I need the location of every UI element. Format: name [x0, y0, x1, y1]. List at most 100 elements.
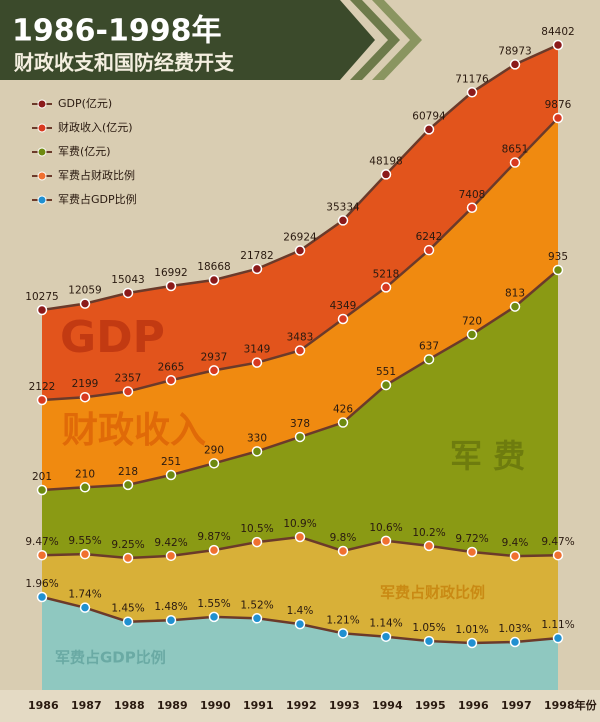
point	[509, 550, 521, 562]
value-label: 7408	[459, 189, 486, 201]
point	[122, 479, 134, 491]
value-label: 1.96%	[25, 578, 58, 590]
value-label: 251	[161, 456, 181, 468]
value-label: 1.74%	[68, 589, 101, 601]
value-label: 1.14%	[369, 618, 402, 630]
title-banner	[0, 0, 375, 80]
value-label: 290	[204, 444, 224, 456]
point	[552, 632, 564, 644]
point	[208, 365, 220, 376]
point	[79, 548, 91, 560]
x-tick-label: 1991	[243, 699, 274, 712]
point	[165, 375, 177, 386]
point	[122, 616, 134, 627]
point	[165, 614, 177, 626]
point	[423, 244, 435, 256]
point	[36, 394, 48, 406]
area-label: 军费占GDP比例	[55, 649, 166, 667]
value-label: 210	[75, 468, 95, 480]
value-label: 60794	[412, 110, 446, 122]
point	[294, 531, 306, 543]
x-tick-label: 1990	[200, 699, 231, 712]
point	[466, 637, 478, 649]
x-tick-label: 1986	[28, 699, 59, 712]
value-label: 6242	[416, 231, 443, 243]
value-label: 10.9%	[283, 518, 316, 530]
point	[466, 202, 478, 214]
point	[79, 391, 91, 403]
point	[380, 379, 392, 391]
x-tick-label: 1993	[329, 699, 360, 712]
areas	[42, 45, 558, 690]
point	[36, 304, 48, 316]
point	[208, 611, 220, 623]
point	[165, 280, 177, 292]
value-label: 9.25%	[111, 539, 144, 551]
value-label: 2199	[72, 378, 99, 390]
point	[79, 602, 91, 613]
point	[337, 545, 349, 557]
point	[337, 313, 349, 325]
value-label: 720	[462, 315, 482, 327]
legend-label: 军费(亿元)	[58, 145, 111, 158]
x-tick-label: 1994	[372, 699, 403, 712]
value-label: 813	[505, 288, 525, 300]
value-label: 2665	[158, 361, 185, 373]
value-label: 9876	[545, 99, 572, 111]
value-label: 16992	[154, 267, 187, 279]
value-label: 9.42%	[154, 537, 187, 549]
value-label: 4349	[330, 300, 357, 312]
point	[208, 544, 220, 556]
point	[423, 635, 435, 647]
value-label: 18668	[197, 261, 230, 273]
value-label: 1.03%	[498, 623, 531, 635]
value-label: 35334	[326, 201, 360, 213]
x-tick-label: 1987	[71, 699, 102, 712]
value-label: 426	[333, 404, 353, 416]
point	[294, 345, 306, 356]
value-label: 201	[32, 471, 52, 483]
x-tick-label: 1988	[114, 699, 145, 712]
area-label: GDP	[60, 312, 165, 363]
banner-arrow	[372, 0, 422, 80]
legend-label: 军费占财政比例	[58, 168, 135, 182]
value-label: 1.45%	[111, 603, 144, 615]
value-label: 15043	[111, 274, 144, 286]
area-label: 军 费	[450, 437, 525, 475]
point	[165, 550, 177, 562]
axis-strip	[0, 690, 600, 722]
point	[509, 157, 521, 168]
value-label: 26924	[283, 231, 317, 243]
point	[251, 613, 263, 624]
legend-marker	[37, 99, 47, 109]
value-label: 12059	[68, 285, 101, 297]
point	[552, 549, 564, 561]
point	[36, 549, 48, 561]
x-tick-label: 1989	[157, 699, 188, 712]
value-label: 9.72%	[455, 533, 488, 545]
point	[251, 446, 263, 457]
value-label: 1.11%	[541, 619, 574, 631]
value-label: 10.2%	[412, 527, 445, 539]
legend-marker	[37, 123, 47, 133]
legend-label: 军费占GDP比例	[58, 192, 137, 206]
value-label: 637	[419, 340, 439, 352]
value-label: 78973	[498, 45, 531, 57]
value-label: 9.87%	[197, 531, 230, 543]
x-tick-label: 1998年份	[544, 698, 598, 712]
value-label: 10.5%	[240, 523, 273, 535]
point	[36, 484, 48, 496]
value-label: 1.55%	[197, 598, 230, 610]
value-label: 378	[290, 418, 310, 430]
x-tick-label: 1995	[415, 699, 446, 712]
point	[380, 169, 392, 180]
legend-label: 财政收入(亿元)	[58, 120, 133, 134]
value-label: 2122	[29, 381, 56, 393]
value-label: 9.4%	[502, 537, 529, 549]
point	[337, 417, 349, 428]
point	[552, 112, 564, 124]
point	[165, 469, 177, 481]
point	[423, 354, 435, 365]
